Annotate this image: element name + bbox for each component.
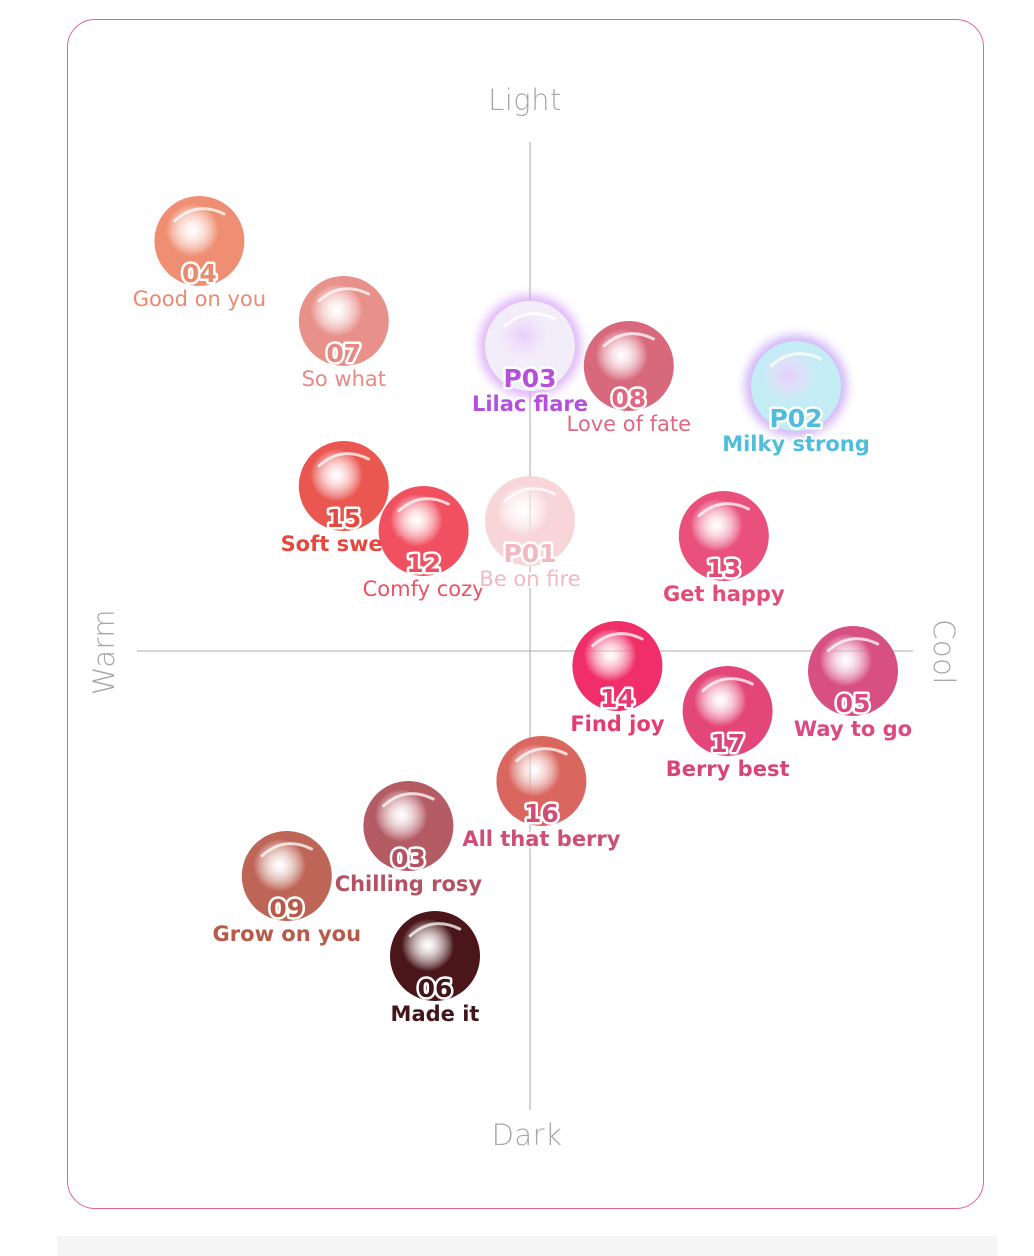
point-code-label: 09	[269, 894, 304, 923]
swatch-gloss	[408, 922, 462, 938]
point-name-label: Grow on you	[213, 922, 362, 946]
point-name-label: Berry best	[666, 757, 790, 781]
point-name-label: Way to go	[794, 717, 912, 741]
axis-label-light: Light	[488, 83, 562, 117]
point-code-label: P03	[503, 364, 556, 393]
swatch-gloss	[503, 312, 557, 328]
point-name-label: Made it	[391, 1002, 480, 1026]
swatch-gloss	[317, 287, 371, 303]
point-name-label: Good on you	[133, 287, 266, 311]
point-code-label: 16	[524, 799, 559, 828]
point-code-label: 06	[418, 974, 453, 1003]
point-name-label: So what	[302, 367, 386, 391]
axis-label-dark: Dark	[492, 1118, 563, 1152]
swatch-gloss	[697, 502, 751, 518]
swatch-gloss	[503, 487, 557, 503]
swatch-gloss	[382, 792, 435, 808]
bottom-strip	[57, 1236, 997, 1256]
point-name-label: Get happy	[663, 582, 785, 606]
axis-label-warm: Warm	[87, 609, 121, 695]
point-code-label: 03	[391, 844, 426, 873]
point-name-label: Love of fate	[567, 412, 692, 436]
swatch-gloss	[173, 207, 226, 223]
point-code-label: 08	[611, 384, 646, 413]
point-name-label: Milky strong	[722, 432, 870, 456]
swatch-gloss	[826, 637, 880, 653]
point-code-label: 17	[710, 729, 745, 758]
point-code-label: 14	[600, 684, 635, 713]
point-code-label: P02	[769, 404, 822, 433]
point-code-label: 15	[326, 504, 361, 533]
swatch-gloss	[515, 747, 568, 763]
swatch-gloss	[701, 677, 754, 693]
axis-label-cool: Cool	[927, 619, 961, 685]
point-name-label: Be on fire	[479, 567, 580, 591]
swatch-gloss	[260, 842, 314, 858]
point-name-label: All that berry	[462, 827, 620, 851]
point-code-label: P01	[503, 539, 556, 568]
swatch-gloss	[397, 497, 450, 513]
point-name-label: Comfy cozy	[363, 577, 485, 601]
swatch-gloss	[602, 332, 656, 348]
point-code-label: 04	[182, 259, 217, 288]
point-name-label: Chilling rosy	[335, 872, 483, 896]
swatch-gloss	[591, 632, 644, 648]
point-name-label: Find joy	[570, 712, 664, 736]
swatch-gloss	[317, 452, 371, 468]
swatch-gloss	[769, 352, 823, 368]
point-name-label: Lilac flare	[472, 392, 588, 416]
point-code-label: 05	[836, 689, 871, 718]
point-code-label: 13	[706, 554, 741, 583]
point-code-label: 07	[326, 339, 361, 368]
point-code-label: 12	[406, 549, 441, 578]
